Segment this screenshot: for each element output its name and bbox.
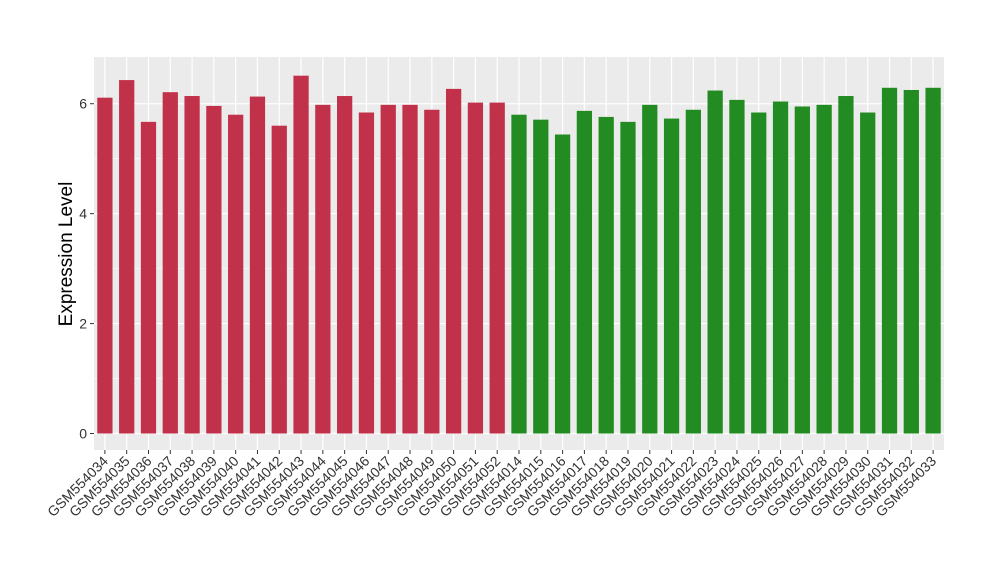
- x-axis: GSM554034GSM554035GSM554036GSM554037GSM5…: [44, 450, 939, 520]
- bar-GSM554038: [184, 96, 200, 434]
- bar-GSM554040: [228, 114, 244, 434]
- bar-GSM554041: [249, 96, 266, 434]
- bar-GSM554014: [511, 114, 527, 434]
- y-axis: 0 2 4 6: [79, 96, 94, 442]
- bar-GSM554050: [445, 88, 462, 434]
- bar-GSM554048: [402, 104, 418, 434]
- bar-GSM554039: [206, 105, 222, 434]
- bar-GSM554035: [119, 80, 135, 434]
- bar-GSM554020: [642, 104, 658, 434]
- bar-GSM554017: [576, 110, 593, 434]
- bar-GSM554024: [729, 99, 745, 434]
- bar-GSM554046: [358, 112, 375, 434]
- bar-GSM554016: [554, 134, 571, 434]
- y-axis-label: Expression Level: [56, 182, 77, 327]
- y-tick-label: 4: [79, 206, 87, 222]
- bar-GSM554023: [707, 90, 723, 434]
- bar-GSM554051: [467, 102, 484, 434]
- bar-GSM554030: [860, 112, 876, 434]
- bar-GSM554022: [685, 109, 701, 434]
- y-tick-label: 2: [79, 316, 87, 332]
- y-tick-label: 6: [79, 96, 87, 112]
- bar-GSM554052: [489, 102, 505, 434]
- bar-GSM554018: [598, 116, 614, 434]
- bar-GSM554043: [293, 75, 309, 434]
- bar-GSM554034: [97, 97, 113, 434]
- bar-GSM554032: [903, 89, 919, 434]
- bar-GSM554021: [663, 118, 680, 434]
- bar-GSM554019: [620, 121, 636, 434]
- bar-GSM554026: [772, 101, 789, 434]
- bar-GSM554045: [337, 96, 353, 434]
- bar-GSM554031: [881, 87, 898, 434]
- bar-GSM554036: [140, 121, 157, 434]
- bar-GSM554047: [380, 104, 396, 434]
- bar-GSM554037: [162, 92, 178, 434]
- y-tick-label: 0: [79, 426, 87, 442]
- bar-GSM554042: [271, 125, 287, 434]
- bar-GSM554027: [794, 106, 810, 434]
- bar-GSM554029: [838, 96, 854, 434]
- bar-GSM554025: [751, 112, 767, 434]
- bar-GSM554049: [424, 109, 440, 434]
- bar-GSM554044: [315, 104, 331, 434]
- bar-GSM554033: [925, 87, 941, 434]
- bar-GSM554028: [816, 104, 832, 434]
- bar-GSM554015: [533, 119, 549, 434]
- bars: [97, 75, 941, 434]
